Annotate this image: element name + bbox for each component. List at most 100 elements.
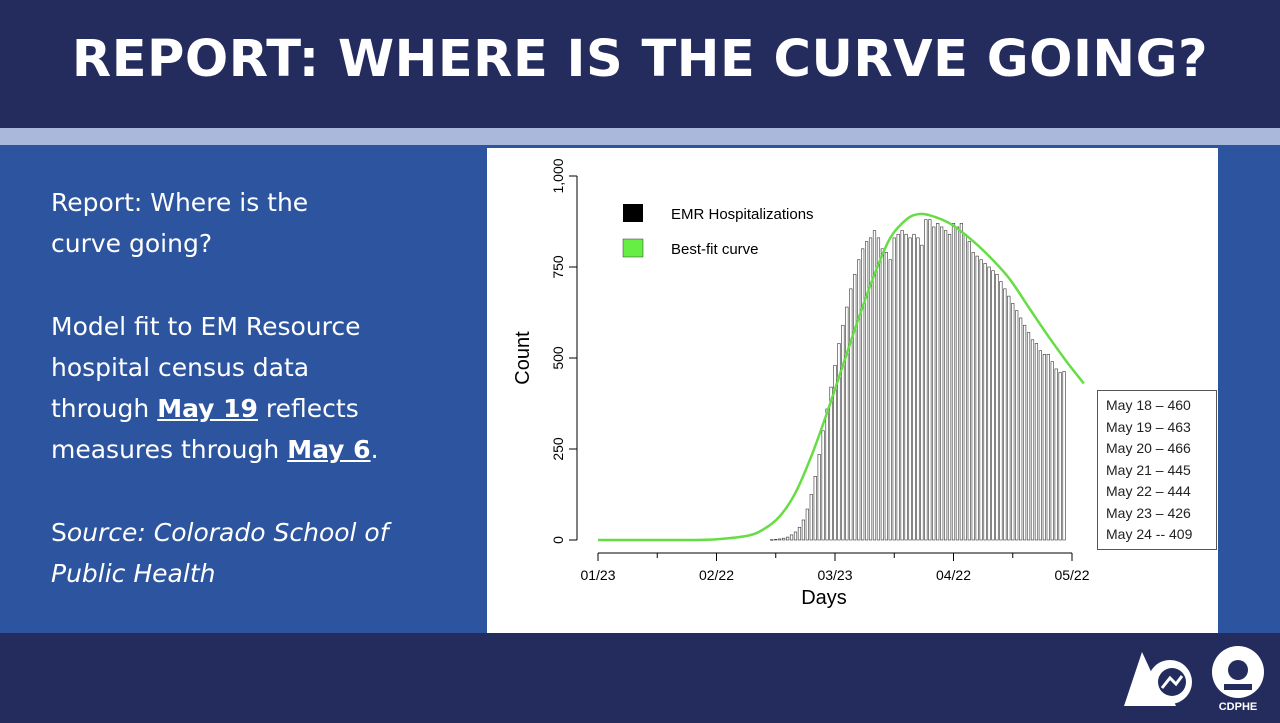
bar [888, 259, 892, 541]
slide-title: REPORT: WHERE IS THE CURVE GOING? [71, 30, 1209, 89]
bar [1022, 324, 1027, 541]
bar [991, 270, 995, 541]
bar [1038, 350, 1042, 541]
bar [1030, 339, 1035, 541]
colorado-logo-icon: CDPHE [1124, 646, 1264, 713]
bar [908, 237, 912, 541]
recent-value-item: May 24 -- 409 [1106, 526, 1193, 542]
x-ticks: 01/23 02/22 03/23 04/22 05/22 [580, 553, 1090, 583]
chart-panel: 0 250 500 750 1,000 01/23 02/22 03/23 04/22 05/2… [487, 148, 1218, 633]
bar [829, 386, 833, 541]
bar [951, 223, 956, 541]
cdphe-logo: CDPHE [1120, 644, 1270, 716]
bar [959, 223, 964, 541]
x-axis-label: Days [801, 587, 847, 609]
bar [774, 538, 778, 541]
bar [785, 536, 790, 541]
may-6-link[interactable]: May 6 [287, 435, 371, 464]
bar [928, 219, 932, 541]
body-line3-prefix: through [51, 394, 158, 423]
bar [853, 273, 857, 541]
x-tick-label: 05/22 [1054, 567, 1089, 583]
bar [947, 233, 952, 541]
y-tick-label: 0 [550, 536, 566, 544]
bar [940, 226, 944, 541]
bar [841, 324, 845, 541]
y-tick-label: 1,000 [550, 158, 566, 193]
recent-value-item: May 18 – 460 [1106, 397, 1191, 413]
y-ticks: 0 250 500 750 1,000 [550, 158, 577, 544]
bar [975, 255, 979, 541]
summary-heading-line1: Report: Where is the [51, 188, 309, 217]
bar [1026, 332, 1031, 541]
bar [793, 531, 798, 541]
hospitalization-chart: 0 250 500 750 1,000 01/23 02/22 03/23 04/22 05/2… [512, 158, 1090, 609]
bar [1042, 354, 1046, 541]
bar [912, 233, 916, 541]
bar [963, 233, 967, 541]
bar [868, 237, 873, 541]
bar [1007, 295, 1011, 541]
summary-body-line4: measures through May 6. [51, 429, 451, 470]
legend-swatch-bars [623, 204, 643, 222]
bar [987, 266, 991, 541]
bar [884, 252, 888, 541]
bar [817, 454, 821, 541]
body-line3-suffix: reflects [257, 394, 359, 423]
bar [1062, 371, 1066, 541]
source-line1: Source: Colorado School of [51, 512, 451, 553]
bar [999, 281, 1003, 541]
divider-stripe [0, 128, 1280, 145]
bar [813, 475, 817, 541]
bar [809, 494, 813, 541]
summary-body-line2: hospital census data [51, 353, 310, 382]
legend-swatch-curve [622, 238, 644, 258]
title-band: REPORT: WHERE IS THE CURVE GOING? [0, 0, 1280, 128]
bar [979, 259, 983, 541]
recent-value-item: May 20 – 466 [1106, 440, 1191, 456]
may-19-link[interactable]: May 19 [157, 394, 258, 423]
y-tick-label: 750 [550, 255, 566, 279]
bar [857, 259, 861, 541]
bar [861, 248, 865, 541]
body-line4-suffix: . [370, 435, 379, 464]
bar [1054, 368, 1058, 541]
body-line4-prefix: measures through [51, 435, 288, 464]
bar [770, 539, 774, 541]
bar [778, 538, 782, 541]
summary-body-line3: through May 19 reflects [51, 388, 451, 429]
footer-band [0, 633, 1280, 723]
bar [1034, 343, 1039, 541]
report-summary: Report: Where is the curve going? Model … [51, 182, 451, 594]
bar [971, 252, 975, 541]
bar [936, 223, 940, 541]
bar [1058, 372, 1062, 541]
bar [782, 537, 786, 541]
bar [943, 230, 948, 541]
bar [900, 230, 904, 541]
bar [845, 306, 849, 541]
y-tick-label: 250 [550, 437, 566, 461]
y-tick-label: 500 [550, 346, 566, 370]
bar [967, 241, 971, 541]
bar [880, 248, 885, 541]
bar [1019, 317, 1023, 541]
bar [1015, 310, 1019, 541]
summary-heading-line2: curve going? [51, 229, 213, 258]
legend-label-curve: Best-fit curve [671, 241, 759, 258]
bar-series [770, 219, 1066, 541]
bar [892, 237, 896, 541]
recent-value-item: May 19 – 463 [1106, 418, 1191, 435]
recent-value-item: May 21 – 445 [1106, 461, 1191, 478]
bar [1003, 288, 1007, 541]
source-initial: S [51, 518, 67, 547]
x-tick-label: 01/23 [580, 567, 615, 583]
bar [896, 233, 900, 541]
bar [916, 237, 920, 541]
chart-legend: EMR Hospitalizations Best-fit curve [622, 204, 814, 258]
bar [955, 226, 960, 541]
y-axis-label: Count [512, 331, 534, 385]
legend-label-bars: EMR Hospitalizations [671, 206, 814, 223]
x-tick-label: 03/23 [817, 567, 852, 583]
recent-value-item: May 22 – 444 [1106, 483, 1191, 499]
